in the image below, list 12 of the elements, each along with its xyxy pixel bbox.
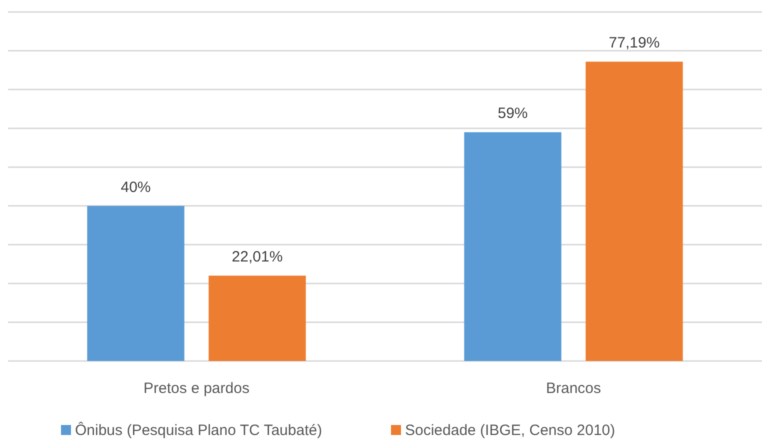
bar [87, 206, 184, 361]
data-label: 22,01% [232, 248, 283, 266]
bar [464, 132, 562, 361]
legend-label: Ônibus (Pesquisa Plano TC Taubaté) [75, 421, 322, 439]
x-tick-label: Pretos e pardos [144, 380, 250, 397]
bar [586, 62, 683, 361]
legend-label: Sociedade (IBGE, Censo 2010) [405, 422, 616, 439]
data-label: 40% [120, 178, 151, 196]
data-label: 77,19% [608, 34, 660, 52]
bar [208, 276, 306, 361]
x-tick-label: Brancos [546, 380, 602, 397]
data-label: 59% [498, 105, 528, 122]
